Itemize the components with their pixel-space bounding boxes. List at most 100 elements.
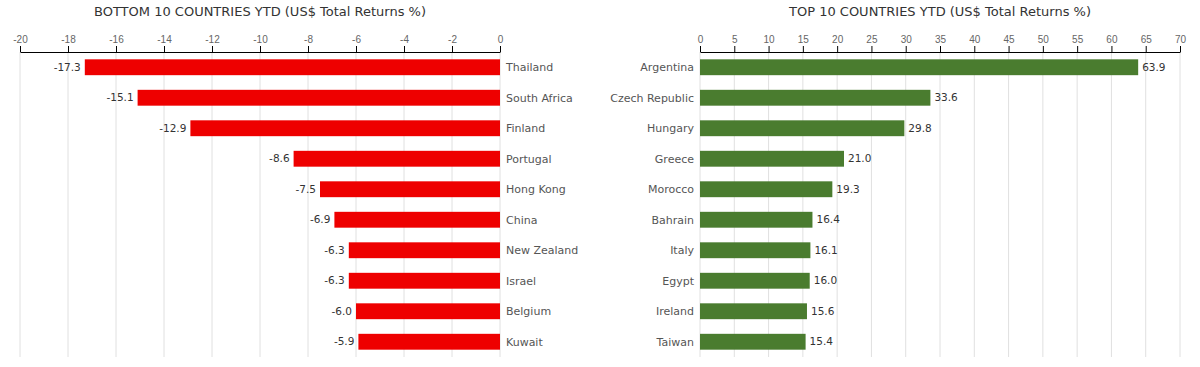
category-label: Taiwan (656, 336, 694, 349)
bar (700, 212, 812, 228)
category-label: Finland (506, 122, 545, 135)
grid-line (68, 52, 69, 357)
data-label: 15.6 (811, 305, 835, 317)
data-label: -6.3 (324, 244, 345, 256)
category-label: Belgium (506, 305, 551, 318)
tick-label: 30 (901, 34, 913, 45)
tick: 10 (764, 34, 776, 52)
chart-title: TOP 10 COUNTRIES YTD (US$ Total Returns … (788, 4, 1091, 19)
tick-label: 50 (1038, 34, 1050, 45)
tick: 0 (698, 34, 704, 52)
chart-panel: BOTTOM 10 COUNTRIES YTD (US$ Total Retur… (13, 4, 578, 357)
data-label: -6.3 (324, 274, 345, 286)
tick: 65 (1141, 34, 1153, 52)
tick-mark (1077, 46, 1078, 52)
tick: -16 (109, 34, 124, 52)
category-label: Argentina (640, 61, 694, 74)
tick: 45 (1004, 34, 1016, 52)
tick: -4 (400, 34, 409, 52)
data-label: -6.0 (332, 305, 353, 317)
data-label: 33.6 (934, 91, 958, 103)
grid-line (1008, 52, 1009, 357)
tick: -2 (448, 34, 457, 52)
tick-mark (452, 46, 453, 52)
tick-mark (500, 46, 501, 52)
bar (190, 120, 500, 136)
data-label: 16.1 (814, 244, 837, 256)
tick-mark (871, 46, 872, 52)
bar (700, 90, 930, 106)
tick: 0 (498, 34, 504, 52)
tick-label: -14 (157, 34, 172, 45)
tick-mark (803, 46, 804, 52)
chart-title: BOTTOM 10 COUNTRIES YTD (US$ Total Retur… (94, 4, 426, 19)
tick-label: -4 (400, 34, 409, 45)
data-label: 16.4 (816, 213, 840, 225)
bar (349, 242, 500, 258)
data-label: 19.3 (836, 183, 859, 195)
bar (700, 120, 904, 136)
category-label: South Africa (506, 92, 573, 105)
tick-mark (1043, 46, 1044, 52)
tick: 15 (798, 34, 810, 52)
tick-mark (1111, 46, 1112, 52)
category-label: Ireland (656, 305, 694, 318)
tick-mark (308, 46, 309, 52)
grid-line (20, 52, 21, 357)
category-label: Kuwait (506, 336, 543, 349)
tick: -14 (157, 34, 172, 52)
bar (700, 181, 832, 197)
tick-label: -10 (253, 34, 268, 45)
tick-label: 0 (498, 34, 504, 45)
category-label: Israel (506, 275, 536, 288)
tick: 40 (969, 34, 981, 52)
grid-line (1042, 52, 1043, 357)
bar (700, 59, 1138, 75)
tick-mark (164, 46, 165, 52)
tick-mark (940, 46, 941, 52)
category-label: Czech Republic (610, 92, 694, 105)
data-label: -17.3 (54, 61, 81, 73)
data-label: 15.4 (810, 335, 834, 347)
tick: -18 (61, 34, 76, 52)
tick: 70 (1175, 34, 1187, 52)
data-label: -15.1 (106, 91, 133, 103)
data-label: 21.0 (848, 152, 871, 164)
bar (85, 59, 500, 75)
grid-line (1145, 52, 1146, 357)
tick: -6 (352, 34, 361, 52)
tick-label: 20 (832, 34, 844, 45)
tick-label: 35 (935, 34, 947, 45)
tick-label: -6 (352, 34, 361, 45)
x-axis: -20-18-16-14-12-10-8-6-4-20 (13, 34, 503, 53)
axis-line (21, 52, 501, 53)
category-label: Italy (670, 244, 694, 257)
tick-label: -16 (109, 34, 124, 45)
tick-mark (769, 46, 770, 52)
tick-mark (906, 46, 907, 52)
category-label: Thailand (505, 61, 553, 74)
tick-label: 0 (698, 34, 704, 45)
tick-mark (260, 46, 261, 52)
data-label: 63.9 (1142, 61, 1165, 73)
tick: 50 (1038, 34, 1050, 52)
tick: -8 (304, 34, 313, 52)
tick: 25 (866, 34, 878, 52)
tick: 30 (901, 34, 913, 52)
tick-label: 40 (969, 34, 981, 45)
tick-label: 60 (1106, 34, 1118, 45)
bars (85, 59, 500, 349)
grid (700, 52, 1180, 357)
bars (700, 59, 1138, 349)
tick: 20 (832, 34, 844, 52)
tick-mark (404, 46, 405, 52)
bar (138, 90, 500, 106)
bar (294, 151, 500, 167)
tick-mark (20, 46, 21, 52)
x-axis: 0510152025303540455055606570 (698, 34, 1187, 53)
tick-label: -12 (205, 34, 220, 45)
bar (358, 334, 500, 350)
tick-mark (356, 46, 357, 52)
grid-line (1111, 52, 1112, 357)
category-label: China (506, 214, 537, 227)
